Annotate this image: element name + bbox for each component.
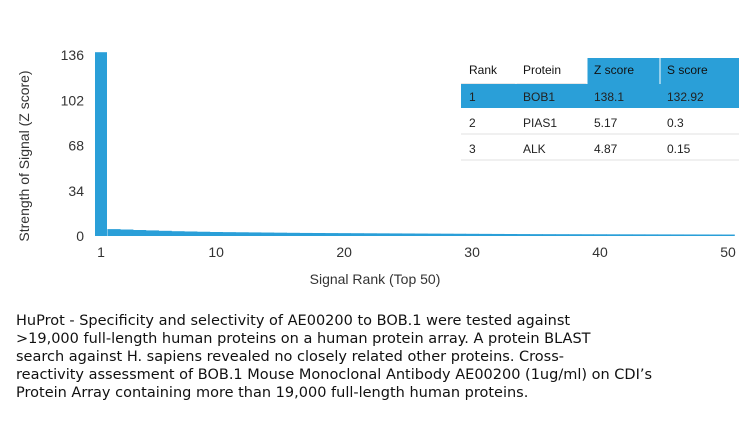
- table-cell: 132.92: [667, 90, 704, 104]
- table-cell: ALK: [523, 142, 546, 156]
- bar: [606, 234, 620, 236]
- bar: [107, 229, 121, 236]
- bar: [350, 233, 364, 236]
- bar: [465, 233, 479, 236]
- bar: [440, 233, 454, 236]
- bar: [721, 234, 735, 236]
- bar: [120, 229, 134, 236]
- bar: [260, 232, 275, 236]
- bar: [580, 234, 595, 236]
- bar: [670, 234, 684, 236]
- bar: [184, 231, 198, 236]
- bar: [95, 52, 107, 237]
- table-cell: 4.87: [594, 142, 618, 156]
- table-cell: 1: [469, 90, 476, 104]
- bar: [504, 234, 518, 236]
- figure-caption: HuProt - Specificity and selectivity of …: [16, 312, 744, 402]
- table-cell: BOB1: [523, 90, 555, 104]
- bar: [708, 234, 723, 236]
- y-tick-label: 34: [68, 183, 84, 199]
- table-cell: 3: [469, 142, 476, 156]
- bar: [388, 233, 403, 236]
- table-header-cell: Protein: [523, 63, 561, 77]
- y-axis-title: Strength of Signal (Z score): [16, 70, 32, 241]
- table-header-highlight: [587, 58, 739, 84]
- bar: [683, 234, 697, 236]
- table-header-cell: S score: [667, 63, 708, 77]
- table-cell: 2: [469, 116, 476, 130]
- x-axis-title: Signal Rank (Top 50): [310, 271, 441, 287]
- bar: [222, 232, 236, 236]
- y-tick-label: 136: [61, 47, 85, 63]
- bar: [696, 234, 710, 236]
- results-table: Rank Protein Z score S score 1 BOB1 138.1 132.9…: [461, 58, 739, 161]
- caption-line: >19,000 full-length human proteins on a …: [16, 331, 591, 347]
- bar: [235, 232, 249, 236]
- bar: [478, 233, 492, 236]
- bar: [452, 233, 467, 236]
- bar: [568, 234, 582, 236]
- bar: [414, 233, 428, 236]
- bar: [171, 231, 185, 236]
- y-tick-label: 102: [61, 92, 85, 108]
- table-cell: 5.17: [594, 116, 618, 130]
- bar: [132, 230, 147, 236]
- table-row-highlight: [461, 84, 739, 108]
- y-tick-label: 68: [68, 138, 84, 154]
- x-axis-ticks: 1 10 20 30 40 50: [97, 244, 736, 260]
- z-score-bar-chart: 0 34 68 102 136 1 10 20 30 40 50 Signal Rank (Top…: [16, 47, 739, 287]
- x-tick-label: 50: [720, 244, 736, 260]
- table-cell: 138.1: [594, 90, 624, 104]
- caption-line: HuProt - Specificity and selectivity of …: [16, 313, 571, 329]
- bar: [516, 234, 531, 236]
- bar: [529, 234, 543, 236]
- y-tick-label: 0: [76, 228, 84, 244]
- x-tick-label: 10: [208, 244, 224, 260]
- bar: [158, 230, 172, 236]
- x-tick-label: 40: [592, 244, 608, 260]
- table-cell: PIAS1: [523, 116, 557, 130]
- table-header-cell: Rank: [469, 63, 498, 77]
- bar: [542, 234, 556, 236]
- bar: [248, 232, 262, 236]
- bar: [273, 232, 287, 236]
- x-tick-label: 20: [336, 244, 352, 260]
- x-tick-label: 1: [97, 244, 105, 260]
- bar: [299, 232, 313, 236]
- table-cell: 0.15: [667, 142, 691, 156]
- caption-line: reactivity assessment of BOB.1 Mouse Mon…: [16, 367, 653, 383]
- bar: [491, 233, 505, 236]
- bar: [657, 234, 671, 236]
- bar: [401, 233, 415, 236]
- bar: [593, 234, 607, 236]
- bars-group: [95, 52, 735, 237]
- bar: [632, 234, 646, 236]
- bar: [619, 234, 633, 236]
- bar: [644, 234, 659, 236]
- bar: [337, 233, 351, 236]
- bar: [312, 233, 326, 236]
- bar: [555, 234, 569, 236]
- bar: [427, 233, 441, 236]
- bar: [286, 232, 300, 236]
- bar: [324, 233, 339, 236]
- y-axis-ticks: 0 34 68 102 136: [61, 47, 85, 244]
- x-tick-label: 30: [464, 244, 480, 260]
- caption-line: search against H. sapiens revealed no cl…: [16, 349, 565, 365]
- table-header-cell: Z score: [594, 63, 634, 77]
- bar: [196, 231, 211, 236]
- bar: [376, 233, 390, 236]
- bar: [363, 233, 377, 236]
- table-cell: 0.3: [667, 116, 684, 130]
- bar: [145, 230, 159, 236]
- bar: [209, 232, 223, 236]
- caption-line: Protein Array containing more than 19,00…: [16, 385, 529, 401]
